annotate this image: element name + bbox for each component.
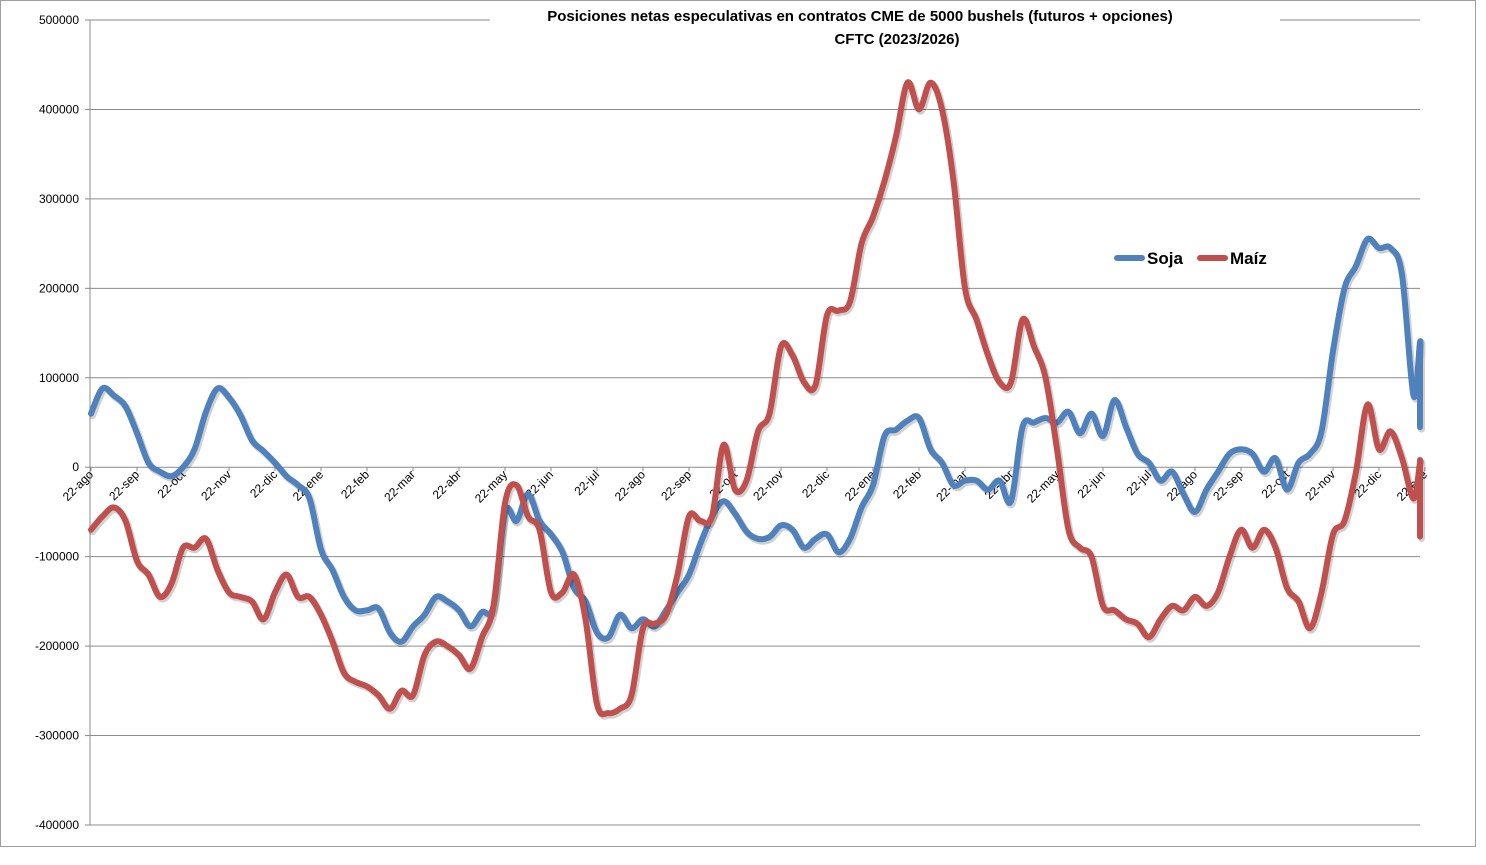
y-tick-label: 300000 <box>39 192 79 206</box>
y-tick-label: -300000 <box>35 729 79 743</box>
legend-label: Soja <box>1147 249 1183 268</box>
legend: Soja Maíz <box>1114 249 1267 268</box>
y-tick-label: -200000 <box>35 639 79 653</box>
y-tick-label: 100000 <box>39 371 79 385</box>
y-tick-label: -400000 <box>35 818 79 832</box>
y-tick-label: 200000 <box>39 281 79 295</box>
y-axis: 500000 400000 300000 200000 100000 0 -100000 -2… <box>35 13 91 832</box>
legend-label: Maíz <box>1230 249 1267 268</box>
y-tick-label: 400000 <box>39 102 79 116</box>
y-tick-label: -100000 <box>35 550 79 564</box>
title-background <box>490 2 1280 52</box>
gridlines <box>90 19 1420 826</box>
chart-border <box>0 0 1476 847</box>
chart-subtitle: CFTC (2023/2026) <box>834 31 959 48</box>
y-tick-label: 0 <box>72 460 79 474</box>
y-tick-label: 500000 <box>39 13 79 27</box>
series-line-maiz <box>88 79 1424 718</box>
series-line-soja <box>88 235 1424 645</box>
chart-title: Posiciones netas especulativas en contra… <box>547 8 1173 25</box>
series-lines <box>88 79 1426 720</box>
